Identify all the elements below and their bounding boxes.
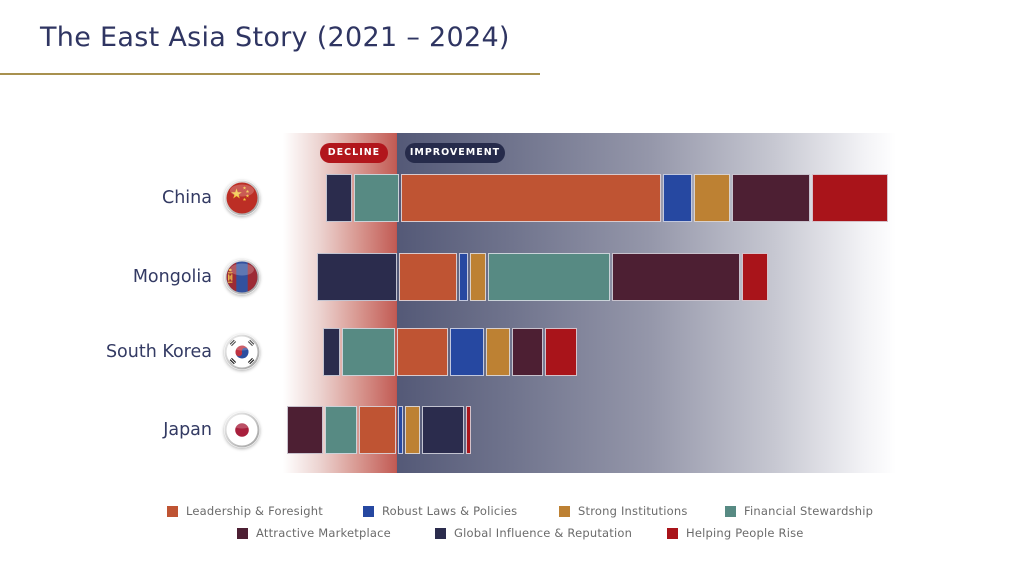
legend-swatch-marketplace	[237, 527, 248, 539]
legend-label-institutions: Strong Institutions	[578, 504, 688, 518]
legend-swatch-influence	[435, 527, 446, 539]
legend-label-leadership: Leadership & Foresight	[186, 504, 323, 518]
country-label-south-korea: South Korea	[105, 342, 212, 362]
page-title: The East Asia Story (2021 – 2024)	[40, 22, 510, 53]
south-korea-flag-icon	[224, 334, 260, 370]
legend-swatch-leadership	[167, 505, 178, 517]
decline-badge: DECLINE	[320, 143, 388, 163]
legend-swatch-stewardship	[725, 505, 736, 517]
legend-item-marketplace: Attractive Marketplace	[237, 526, 391, 540]
legend-swatch-people	[667, 527, 678, 539]
improvement-badge: IMPROVEMENT	[405, 143, 505, 163]
title-underline	[0, 73, 540, 75]
legend-label-influence: Global Influence & Reputation	[454, 526, 633, 540]
china-flag-icon	[224, 180, 260, 216]
legend-item-laws: Robust Laws & Policies	[363, 504, 517, 518]
mongolia-flag-icon	[224, 259, 260, 295]
country-label-mongolia: Mongolia	[132, 267, 212, 287]
legend-label-people: Helping People Rise	[686, 526, 804, 540]
legend-item-stewardship: Financial Stewardship	[725, 504, 873, 518]
japan-flag-icon	[224, 412, 260, 448]
country-label-china: China	[162, 188, 212, 208]
country-label-japan: Japan	[163, 420, 212, 440]
legend-item-institutions: Strong Institutions	[559, 504, 688, 518]
legend-item-influence: Global Influence & Reputation	[435, 526, 632, 540]
legend-label-laws: Robust Laws & Policies	[382, 504, 518, 518]
legend-label-marketplace: Attractive Marketplace	[256, 526, 391, 540]
legend-swatch-institutions	[559, 505, 570, 517]
legend-label-stewardship: Financial Stewardship	[744, 504, 874, 518]
legend-swatch-laws	[363, 505, 374, 517]
legend-item-people: Helping People Rise	[667, 526, 804, 540]
legend-item-leadership: Leadership & Foresight	[167, 504, 323, 518]
chart-plot-area: DECLINE IMPROVEMENT	[283, 133, 896, 473]
